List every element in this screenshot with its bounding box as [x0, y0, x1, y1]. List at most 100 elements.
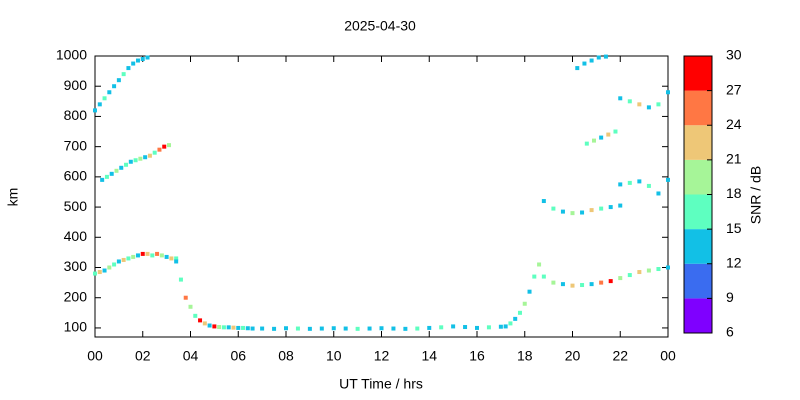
colorbar-band [684, 229, 712, 264]
echo-point [589, 208, 594, 213]
y-axis-label: km [5, 188, 21, 207]
echo-point [241, 325, 246, 330]
x-tick-label: 10 [326, 348, 342, 364]
echo-point [169, 256, 174, 261]
echo-point [560, 282, 565, 287]
echo-point [150, 253, 155, 258]
echo-point [145, 251, 150, 256]
x-tick-label: 22 [612, 348, 628, 364]
echo-point [100, 177, 105, 182]
y-tick-label: 300 [64, 258, 88, 274]
echo-point [656, 102, 661, 107]
y-tick-label: 600 [64, 168, 88, 184]
y-tick-label: 400 [64, 228, 88, 244]
echo-point [250, 326, 255, 331]
echo-point [174, 259, 179, 264]
colorbar-tick-label: 15 [726, 220, 742, 236]
echo-point [582, 61, 587, 66]
echo-point [537, 262, 542, 267]
echo-point [596, 55, 601, 60]
colorbar-band [684, 298, 712, 333]
echo-point [618, 276, 623, 281]
echo-point [551, 280, 556, 285]
x-tick-label: 16 [469, 348, 485, 364]
colorbar-band [684, 90, 712, 126]
echo-point [155, 251, 160, 256]
echo-point [126, 256, 131, 261]
echo-point [193, 313, 198, 318]
colorbar-band [684, 194, 712, 230]
echo-point [513, 316, 518, 321]
echo-point [319, 326, 324, 331]
x-tick-label: 08 [278, 348, 294, 364]
echo-point [403, 326, 408, 331]
echo-point [109, 171, 114, 176]
echo-point [627, 180, 632, 185]
echo-point [124, 162, 129, 167]
echo-point [102, 96, 107, 101]
echo-point [112, 262, 117, 267]
echo-point [131, 61, 136, 66]
colorbar-tick-label: 24 [726, 116, 742, 132]
echo-point [135, 58, 140, 63]
echo-point [116, 78, 121, 83]
y-tick-label: 900 [64, 77, 88, 93]
colorbar-band [684, 263, 712, 299]
echo-point [666, 90, 670, 95]
echo-point [116, 259, 121, 264]
echo-point [188, 304, 193, 309]
echo-point [451, 324, 456, 329]
echo-point [93, 108, 97, 113]
colorbar-tick-label: 18 [726, 185, 742, 201]
echo-point [570, 211, 575, 216]
echo-point [517, 310, 522, 315]
echo-point [646, 268, 651, 273]
echo-point [575, 66, 580, 71]
echo-point [486, 325, 491, 330]
y-tick-label: 200 [64, 288, 88, 304]
colorbar-tick-label: 12 [726, 254, 742, 270]
echo-point [608, 279, 613, 284]
echo-point [508, 321, 513, 326]
echo-point [331, 326, 336, 331]
echo-point [463, 325, 468, 330]
echo-point [618, 96, 623, 101]
y-tick-label: 700 [64, 137, 88, 153]
echo-point [666, 177, 670, 182]
echo-point [128, 159, 133, 164]
colorbar-band [684, 125, 712, 160]
colorbar-band [684, 159, 712, 195]
echo-point [102, 268, 107, 273]
echo-point [217, 325, 222, 330]
echo-point [591, 138, 596, 143]
echo-point [133, 158, 138, 163]
x-tick-label: 14 [421, 348, 437, 364]
echo-point [126, 66, 131, 71]
echo-point [599, 206, 604, 211]
colorbar-tick-label: 6 [726, 324, 734, 340]
echo-point [532, 274, 537, 279]
echo-point [580, 210, 585, 215]
echo-point [527, 289, 532, 294]
echo-point [560, 209, 565, 214]
echo-point [637, 179, 642, 184]
echo-point [541, 274, 546, 279]
echo-point [589, 58, 594, 63]
colorbar-band [684, 56, 712, 91]
x-tick-label: 12 [374, 348, 390, 364]
echo-point [138, 156, 143, 161]
echo-point [174, 256, 179, 261]
echo-point [343, 326, 348, 331]
echo-point [427, 325, 432, 330]
echo-point [159, 253, 164, 258]
echo-point [145, 55, 150, 60]
y-tick-label: 100 [64, 319, 88, 335]
echo-point [646, 105, 651, 110]
echo-point [226, 325, 231, 330]
echo-point [140, 57, 145, 62]
echo-point [541, 199, 546, 204]
echo-point [221, 325, 226, 330]
echo-point [178, 277, 183, 282]
echo-point [656, 191, 661, 196]
